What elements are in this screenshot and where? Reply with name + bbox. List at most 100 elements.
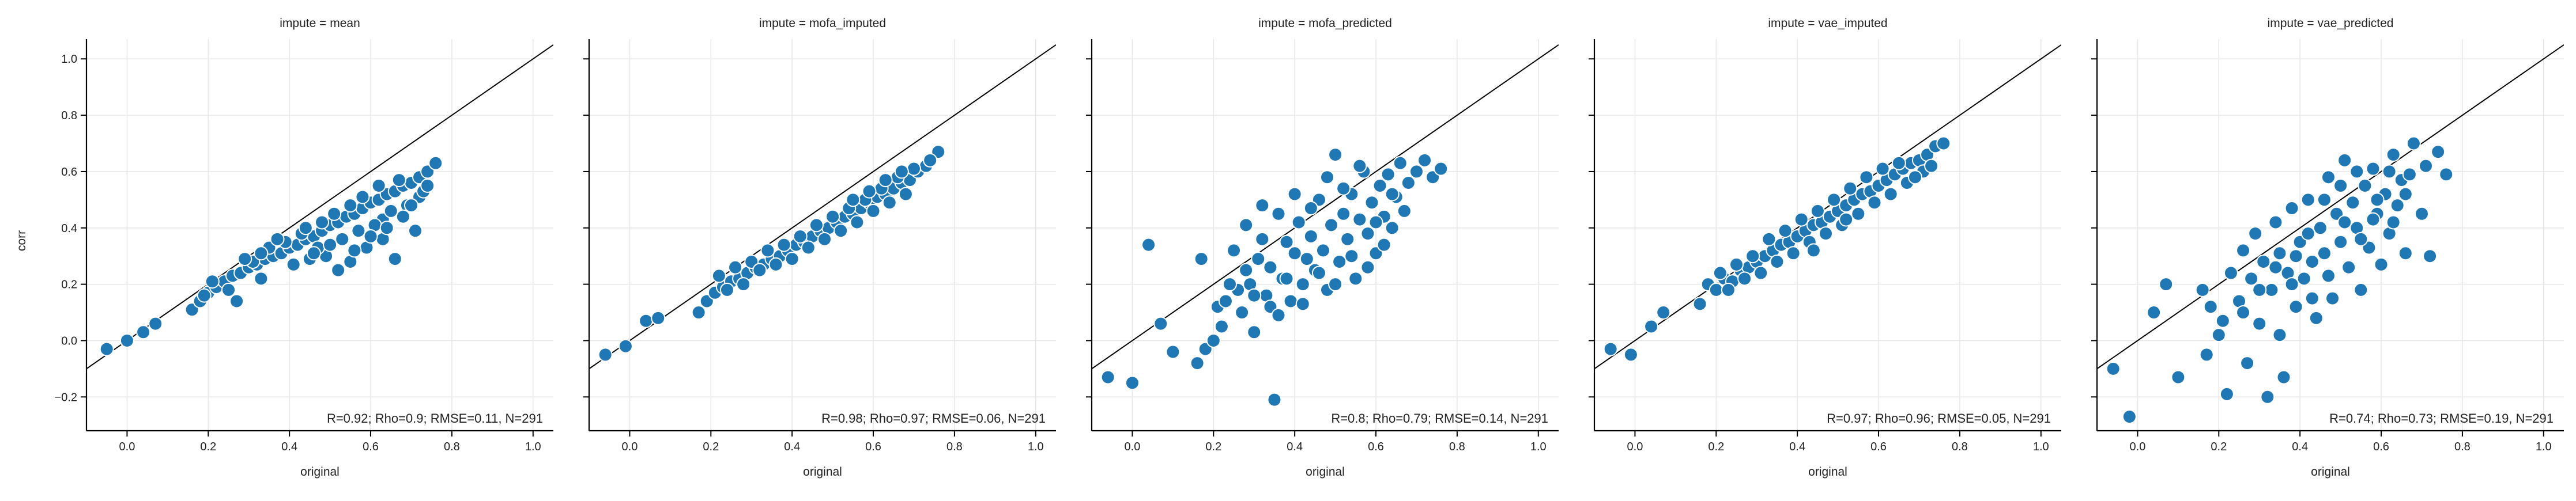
data-point <box>371 178 386 193</box>
data-point <box>1247 325 1262 340</box>
x-tick-label: 0.4 <box>281 441 297 453</box>
data-point <box>254 246 269 261</box>
data-point <box>866 203 881 218</box>
x-tick-label: 0.2 <box>200 441 216 453</box>
data-point <box>1271 308 1286 322</box>
data-point <box>1644 319 1659 334</box>
data-point <box>1251 252 1266 267</box>
x-axis-label: original <box>2311 465 2350 479</box>
data-point <box>2244 271 2259 286</box>
facet-panel-4: 0.0 0.2 0.4 0.6 0.8 1.0 impute = vae_imputedor… <box>1589 17 2061 479</box>
data-point <box>1320 170 1335 185</box>
y-tick-label: 0.6 <box>61 166 77 179</box>
data-point <box>1360 260 1375 275</box>
data-point <box>1623 347 1638 362</box>
data-point <box>1255 231 1270 246</box>
data-point <box>2358 178 2373 193</box>
facet-title: impute = vae_predicted <box>2268 17 2394 30</box>
data-point <box>2264 282 2279 297</box>
data-point <box>878 173 893 188</box>
data-point <box>2106 361 2121 376</box>
x-tick-label: 0.2 <box>2211 441 2227 453</box>
data-point <box>1385 187 1400 202</box>
x-tick-label: 0.2 <box>1205 441 1221 453</box>
data-point <box>395 209 410 224</box>
x-tick-label: 0.4 <box>1287 441 1303 453</box>
data-point <box>2354 231 2368 246</box>
data-point <box>387 252 402 267</box>
x-tick-label: 0.2 <box>1708 441 1724 453</box>
data-point <box>1214 319 1229 334</box>
data-point <box>2354 282 2368 297</box>
data-point <box>315 215 330 230</box>
data-point <box>1194 252 1209 267</box>
data-point <box>2398 246 2413 261</box>
data-point <box>1336 181 1351 196</box>
data-point <box>2236 305 2251 320</box>
data-point <box>1218 294 1233 309</box>
x-tick-label: 0.4 <box>784 441 800 453</box>
data-point <box>2248 226 2263 241</box>
data-point <box>1340 231 1355 246</box>
data-point <box>1279 271 1294 286</box>
data-point <box>355 189 370 204</box>
data-point <box>1936 136 1951 151</box>
data-point <box>2345 195 2360 210</box>
x-tick-label: 0.8 <box>1449 441 1465 453</box>
data-point <box>1153 316 1168 331</box>
data-point <box>817 231 832 246</box>
data-point <box>2122 409 2137 424</box>
data-point <box>752 263 767 278</box>
x-tick-label: 0.6 <box>1870 441 1887 453</box>
data-point <box>1891 155 1906 170</box>
x-tick-label: 0.0 <box>1125 441 1141 453</box>
facet-title: impute = vae_imputed <box>1768 17 1887 30</box>
data-point <box>2219 386 2234 401</box>
data-point <box>825 209 840 224</box>
data-point <box>1818 226 1833 241</box>
data-point <box>428 155 443 170</box>
data-point <box>1737 271 1752 286</box>
data-point <box>2333 178 2348 193</box>
identity-line <box>1594 44 2061 370</box>
x-tick-label: 0.4 <box>1789 441 1805 453</box>
data-point <box>728 260 743 275</box>
x-tick-label: 0.6 <box>865 441 881 453</box>
data-point <box>1311 265 1326 280</box>
data-point <box>1883 187 1898 202</box>
data-point <box>1190 356 1205 371</box>
data-point <box>2159 277 2174 292</box>
data-point <box>1753 265 1768 280</box>
y-tick-label: −0.2 <box>55 391 77 404</box>
data-point <box>286 257 301 272</box>
data-point <box>639 313 654 328</box>
x-tick-label: 0.8 <box>444 441 460 453</box>
data-point <box>1434 161 1449 176</box>
data-point <box>2337 153 2352 168</box>
data-point <box>1393 155 1408 170</box>
x-axis-label: original <box>1306 465 1345 479</box>
data-point <box>237 252 252 267</box>
x-tick-label: 0.2 <box>703 441 719 453</box>
x-tick-label: 0.4 <box>2292 441 2308 453</box>
data-point <box>379 221 394 236</box>
data-point <box>205 274 220 289</box>
data-point <box>420 178 435 193</box>
data-point <box>1376 237 1391 252</box>
data-point <box>254 271 269 286</box>
data-point <box>1360 226 1375 241</box>
data-point <box>1255 198 1270 213</box>
data-point <box>833 223 848 238</box>
data-point <box>1315 243 1330 258</box>
data-point <box>1806 243 1821 258</box>
data-point <box>2386 215 2401 230</box>
data-point <box>1778 223 1793 238</box>
data-point <box>2252 282 2267 297</box>
data-point <box>1222 277 1237 292</box>
data-point <box>1328 147 1343 162</box>
facet-panel-3: 0.0 0.2 0.4 0.6 0.8 1.0 impute = mofa_predicte… <box>1086 17 1559 479</box>
data-point <box>1713 265 1728 280</box>
y-tick-label: 0.8 <box>61 109 77 122</box>
data-point <box>1729 257 1744 272</box>
